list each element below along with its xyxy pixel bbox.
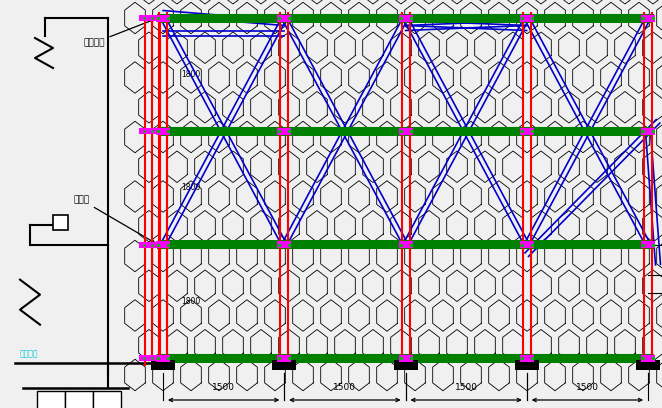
Bar [53, 215, 68, 230]
Bar [139, 242, 157, 248]
Bar [520, 241, 534, 248]
Text: 1500: 1500 [576, 383, 599, 392]
Bar [277, 355, 291, 361]
Bar [277, 241, 291, 248]
Bar [139, 15, 157, 21]
Bar [520, 15, 534, 22]
Bar [158, 127, 653, 136]
Bar [520, 128, 534, 135]
Bar [399, 355, 412, 361]
Bar [515, 360, 539, 370]
Bar [399, 241, 412, 248]
Bar [37, 391, 65, 408]
Bar [272, 360, 297, 370]
Bar [641, 128, 655, 135]
Text: 1500: 1500 [455, 383, 477, 392]
Text: 1800: 1800 [181, 184, 200, 193]
Bar [158, 13, 653, 22]
Bar [641, 15, 655, 22]
Bar [151, 360, 175, 370]
Bar [393, 360, 418, 370]
Bar [158, 240, 653, 249]
Bar [156, 241, 170, 248]
Bar [65, 391, 93, 408]
Bar [641, 355, 655, 361]
Bar [93, 391, 121, 408]
Text: 1500: 1500 [334, 383, 356, 392]
Text: 1800: 1800 [181, 297, 200, 306]
Bar [399, 128, 412, 135]
Bar [520, 355, 534, 361]
Bar [399, 15, 412, 22]
Bar [641, 241, 655, 248]
Bar [139, 129, 157, 134]
Text: 脚手板: 脚手板 [73, 195, 154, 243]
Bar [158, 353, 653, 362]
Bar [277, 128, 291, 135]
Bar [156, 355, 170, 361]
Bar [636, 360, 660, 370]
Text: 自然地面: 自然地面 [20, 349, 38, 358]
Bar [277, 15, 291, 22]
Bar [139, 355, 157, 361]
Text: 1500: 1500 [212, 383, 235, 392]
Text: 安全立网: 安全立网 [83, 19, 154, 47]
Text: 1800: 1800 [181, 70, 200, 79]
Bar [156, 128, 170, 135]
Bar [156, 15, 170, 22]
